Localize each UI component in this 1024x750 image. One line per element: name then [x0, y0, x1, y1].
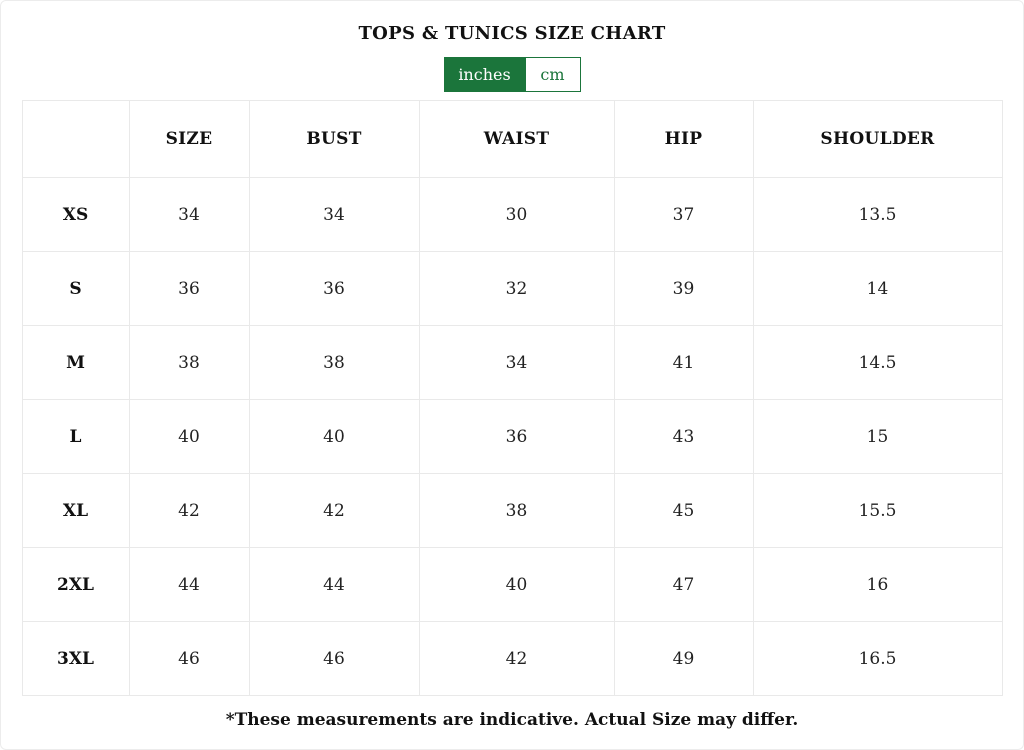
cell-shoulder: 13.5 — [752, 177, 1003, 252]
cell-shoulder: 15 — [752, 399, 1003, 474]
row-label: M — [21, 325, 130, 400]
cell-size: 44 — [128, 547, 250, 622]
cell-waist: 36 — [418, 399, 615, 474]
table-header-row: SIZE BUST WAIST HIP SHOULDER — [21, 100, 1003, 178]
header-waist: WAIST — [418, 100, 615, 178]
row-label: 3XL — [21, 621, 130, 696]
inches-toggle-button[interactable]: inches — [444, 58, 525, 91]
cell-waist: 38 — [418, 473, 615, 548]
cell-size: 46 — [128, 621, 250, 696]
row-label: 2XL — [21, 547, 130, 622]
cell-size: 36 — [128, 251, 250, 326]
table-row-l: L 40 40 36 43 15 — [21, 399, 1003, 474]
cell-hip: 47 — [613, 547, 754, 622]
cell-hip: 41 — [613, 325, 754, 400]
cell-bust: 46 — [248, 621, 420, 696]
cell-waist: 42 — [418, 621, 615, 696]
table-row-xl: XL 42 42 38 45 15.5 — [21, 473, 1003, 548]
cell-shoulder: 16.5 — [752, 621, 1003, 696]
header-bust: BUST — [248, 100, 420, 178]
cell-hip: 39 — [613, 251, 754, 326]
table-row-3xl: 3XL 46 46 42 49 16.5 — [21, 621, 1003, 696]
table-row-m: M 38 38 34 41 14.5 — [21, 325, 1003, 400]
cell-hip: 43 — [613, 399, 754, 474]
cell-bust: 34 — [248, 177, 420, 252]
cell-size: 40 — [128, 399, 250, 474]
unit-toggle: inches cm — [443, 57, 581, 92]
disclaimer-note: *These measurements are indicative. Actu… — [225, 710, 799, 730]
cell-shoulder: 16 — [752, 547, 1003, 622]
cell-hip: 45 — [613, 473, 754, 548]
cell-hip: 49 — [613, 621, 754, 696]
row-label: L — [21, 399, 130, 474]
row-label: XL — [21, 473, 130, 548]
row-label: XS — [21, 177, 130, 252]
table-row-2xl: 2XL 44 44 40 47 16 — [21, 547, 1003, 622]
cell-waist: 40 — [418, 547, 615, 622]
cell-bust: 36 — [248, 251, 420, 326]
cm-toggle-button[interactable]: cm — [524, 58, 580, 91]
cell-size: 42 — [128, 473, 250, 548]
header-size: SIZE — [128, 100, 250, 178]
cell-bust: 42 — [248, 473, 420, 548]
cell-waist: 30 — [418, 177, 615, 252]
cell-shoulder: 15.5 — [752, 473, 1003, 548]
cell-bust: 38 — [248, 325, 420, 400]
cell-size: 34 — [128, 177, 250, 252]
table-row-s: S 36 36 32 39 14 — [21, 251, 1003, 326]
header-shoulder: SHOULDER — [752, 100, 1003, 178]
page-title: TOPS & TUNICS SIZE CHART — [358, 23, 666, 44]
unit-toggle-group: inches cm — [1, 57, 1023, 92]
cell-bust: 40 — [248, 399, 420, 474]
size-chart-table: SIZE BUST WAIST HIP SHOULDER XS 34 34 30… — [21, 100, 1003, 696]
cell-bust: 44 — [248, 547, 420, 622]
row-label: S — [21, 251, 130, 326]
cell-size: 38 — [128, 325, 250, 400]
header-hip: HIP — [613, 100, 754, 178]
cell-shoulder: 14.5 — [752, 325, 1003, 400]
cell-shoulder: 14 — [752, 251, 1003, 326]
table-row-xs: XS 34 34 30 37 13.5 — [21, 177, 1003, 252]
cell-waist: 34 — [418, 325, 615, 400]
cell-waist: 32 — [418, 251, 615, 326]
header-corner-cell — [21, 100, 130, 178]
cell-hip: 37 — [613, 177, 754, 252]
